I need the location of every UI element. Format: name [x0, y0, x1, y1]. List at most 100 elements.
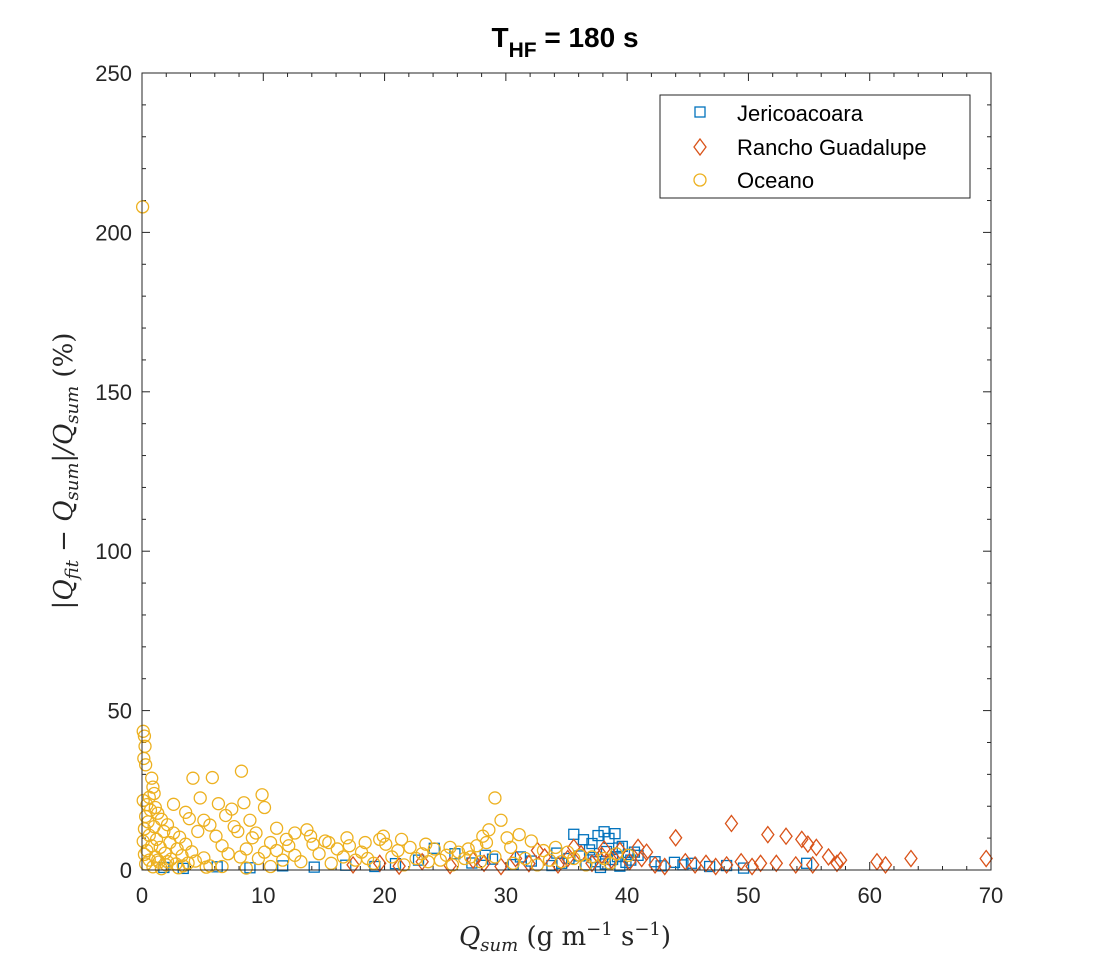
- circle-point: [385, 850, 399, 864]
- circle-point: [186, 771, 200, 785]
- y-axis-label-part-2: − Q: [49, 500, 79, 560]
- circle-point: [433, 853, 448, 867]
- axes-box: [141, 72, 992, 871]
- square-point: [737, 862, 750, 874]
- circle-point: [269, 843, 284, 858]
- diamond-point: [779, 827, 793, 846]
- circle-point: [237, 796, 251, 810]
- legend-circle-marker-icon: [693, 173, 707, 187]
- x-axis-label-units-end: ): [661, 922, 671, 952]
- square-point: [592, 829, 604, 842]
- x-tick-label: 20: [372, 883, 396, 908]
- x-tick-label: 70: [979, 883, 1003, 908]
- circle-point: [300, 823, 314, 837]
- y-tick-label: 100: [95, 539, 132, 564]
- square-point: [703, 860, 716, 873]
- diamond-point: [809, 838, 824, 857]
- x-axis-label-q: Q: [459, 922, 480, 952]
- circle-point: [140, 843, 154, 858]
- svg-text:Qsum (g m−1 s−1): Qsum (g m−1 s−1): [459, 919, 671, 956]
- y-tick-label: 150: [95, 380, 132, 405]
- circle-point: [336, 850, 350, 864]
- circle-point: [567, 851, 581, 866]
- circle-point: [211, 797, 226, 811]
- circle-point: [199, 860, 213, 874]
- y-tick-label: 250: [95, 61, 132, 86]
- circle-point: [312, 847, 326, 861]
- y-axis-label: |Qfit − Qsum|/Qsum (%): [49, 333, 83, 610]
- circle-point: [137, 729, 152, 743]
- x-axis-label-units-start: (g m: [518, 922, 586, 952]
- diamond-point: [699, 854, 713, 873]
- square-point: [800, 857, 813, 869]
- circle-point: [279, 832, 293, 847]
- circle-point: [512, 827, 526, 842]
- diamond-point: [668, 828, 683, 847]
- circle-point: [494, 813, 508, 827]
- circle-point: [358, 835, 372, 850]
- circle-point: [360, 851, 375, 866]
- legend-box: [659, 94, 971, 199]
- chart-title: THF = 180 s: [491, 22, 638, 62]
- y-axis-label-sub-2: sum: [62, 463, 83, 501]
- circle-point: [239, 861, 253, 875]
- circle-point: [282, 839, 296, 853]
- circle-point: [257, 800, 272, 815]
- square-point: [308, 861, 320, 873]
- circle-point: [234, 764, 249, 778]
- circle-point: [504, 840, 518, 855]
- circle-point: [488, 791, 502, 805]
- circle-point: [245, 831, 260, 845]
- y-axis-label-sub-1: fit: [62, 559, 83, 581]
- circle-point: [461, 842, 475, 856]
- circle-point: [303, 829, 318, 843]
- circle-point: [142, 853, 156, 867]
- circle-point: [215, 839, 229, 853]
- circle-point: [445, 858, 460, 872]
- y-axis-label-part-1: |Q: [49, 579, 79, 609]
- circle-point: [409, 851, 423, 866]
- square-point: [277, 860, 289, 872]
- diamond-point: [878, 855, 893, 874]
- diamond-point: [688, 855, 702, 874]
- x-axis-label-superscript-1: −1: [586, 919, 613, 940]
- circle-point: [473, 855, 488, 869]
- circle-point: [603, 856, 617, 870]
- circle-point: [518, 851, 532, 866]
- circle-point: [145, 771, 159, 785]
- circle-point: [288, 848, 302, 862]
- circle-point: [288, 826, 302, 840]
- x-tick-label: 30: [494, 883, 518, 908]
- y-axis-label-part-4: (%): [49, 333, 79, 386]
- circle-point: [579, 858, 593, 872]
- circle-point: [479, 835, 494, 850]
- circle-point: [397, 858, 411, 872]
- circle-point: [231, 824, 245, 839]
- circle-point: [457, 851, 472, 866]
- circle-point: [135, 200, 150, 214]
- diamond-point: [477, 854, 491, 873]
- circle-point: [536, 843, 551, 858]
- diamond-point: [769, 854, 784, 873]
- circle-point: [524, 834, 538, 848]
- circle-point: [269, 821, 284, 835]
- diamond-point: [745, 857, 759, 876]
- circle-point: [209, 829, 223, 843]
- circle-point: [621, 848, 636, 862]
- circle-point: [379, 837, 393, 851]
- circle-point: [255, 788, 269, 802]
- circle-point: [215, 859, 229, 874]
- circle-point: [188, 854, 203, 868]
- circle-point: [376, 829, 391, 843]
- circle-point: [138, 758, 153, 772]
- circle-point: [239, 842, 253, 856]
- circle-point: [227, 819, 241, 834]
- plot-area: [142, 73, 991, 870]
- diamond-point: [794, 830, 809, 849]
- diamond-point: [708, 857, 723, 876]
- diamond-point: [597, 839, 611, 859]
- x-axis-label-superscript-2: −1: [634, 919, 661, 940]
- circle-point: [394, 832, 409, 847]
- diamond-point: [979, 849, 993, 868]
